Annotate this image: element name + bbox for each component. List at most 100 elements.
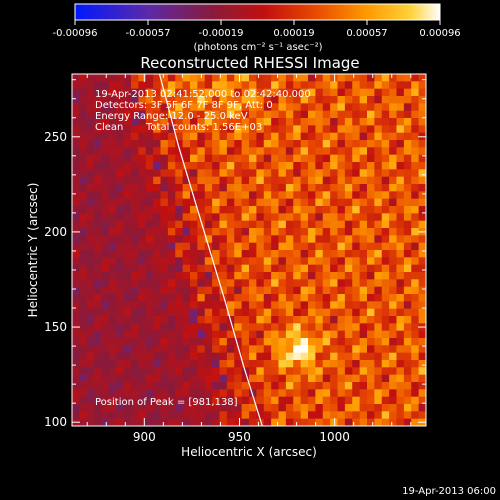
heatmap-cell [308, 411, 316, 420]
heatmap-cell [418, 235, 426, 244]
heatmap-cell [101, 264, 110, 273]
heatmap-cell [411, 330, 420, 339]
heatmap-cell [411, 213, 420, 222]
heatmap-cell [212, 279, 220, 288]
heatmap-cell [160, 352, 169, 361]
heatmap-cell [131, 154, 139, 163]
heatmap-cell [359, 279, 368, 288]
heatmap-cell [160, 367, 169, 376]
heatmap-cell [123, 389, 132, 398]
heatmap-cell [308, 250, 316, 258]
heatmap-cell [322, 257, 331, 266]
heatmap-cell [374, 382, 383, 390]
heatmap-cell [116, 294, 125, 302]
heatmap-cell [123, 323, 132, 332]
heatmap-cell [160, 132, 169, 141]
heatmap-cell [418, 88, 426, 97]
heatmap-cell [403, 74, 412, 82]
heatmap-cell [367, 220, 375, 229]
heatmap-cell [403, 367, 412, 376]
heatmap-cell [153, 323, 161, 332]
heatmap-cell [263, 81, 272, 90]
heatmap-cell [116, 169, 125, 178]
heatmap-cell [359, 147, 368, 156]
heatmap-cell [256, 338, 265, 346]
heatmap-cell [138, 242, 147, 251]
heatmap-cell [234, 206, 243, 214]
heatmap-cell [411, 352, 420, 361]
heatmap-cell [337, 154, 346, 163]
heatmap-cell [204, 301, 213, 310]
heatmap-cell [308, 169, 316, 178]
heatmap-cell [204, 228, 213, 236]
heatmap-cell [256, 154, 265, 163]
heatmap-cell [123, 213, 132, 222]
heatmap-cell [94, 154, 102, 163]
colorbar-units: (photons cm⁻² s⁻¹ asec⁻²) [193, 42, 322, 53]
heatmap-cell [241, 125, 250, 134]
heatmap-cell [138, 345, 147, 354]
heatmap-cell [256, 74, 265, 82]
heatmap-cell [145, 206, 154, 214]
heatmap-cell [72, 118, 80, 126]
heatmap-cell [271, 352, 279, 361]
heatmap-cell [182, 257, 191, 266]
heatmap-cell [197, 110, 206, 119]
heatmap-cell [344, 118, 353, 126]
heatmap-cell [285, 96, 294, 104]
heatmap-cell [403, 308, 412, 317]
heatmap-cell [308, 294, 316, 302]
heatmap-cell [308, 191, 316, 200]
heatmap-cell [153, 184, 161, 192]
heatmap-cell [411, 389, 420, 398]
heatmap-cell [175, 162, 184, 170]
heatmap-cell [249, 352, 257, 361]
heatmap-cell [123, 352, 132, 361]
heatmap-cell [278, 191, 287, 200]
heatmap-cell [278, 396, 287, 405]
heatmap-cell [396, 235, 405, 244]
heatmap-cell [86, 308, 95, 317]
heatmap-cell [352, 374, 361, 383]
heatmap-cell [94, 330, 102, 339]
heatmap-cell [359, 213, 368, 222]
heatmap-cell [79, 74, 88, 82]
heatmap-cell [367, 301, 375, 310]
heatmap-cell [293, 74, 302, 82]
heatmap-cell [396, 140, 405, 148]
heatmap-cell [160, 294, 169, 302]
colorbar [74, 3, 441, 21]
heatmap-cell [344, 74, 353, 82]
heatmap-cell [116, 88, 125, 97]
heatmap-cell [86, 316, 95, 324]
heatmap-cell [337, 184, 346, 192]
heatmap-cell [234, 382, 243, 390]
heatmap-cell [411, 411, 420, 420]
heatmap-cell [204, 279, 213, 288]
heatmap-cell [300, 184, 309, 192]
heatmap-cell [359, 74, 368, 82]
heatmap-cell [190, 132, 198, 141]
heatmap-cell [367, 242, 375, 251]
heatmap-cell [212, 264, 220, 273]
heatmap-cell [219, 169, 228, 178]
heatmap-cell [101, 316, 110, 324]
heatmap-cell [219, 418, 228, 426]
heatmap-cell [308, 279, 316, 288]
heatmap-cell [167, 198, 176, 207]
heatmap-cell [108, 220, 117, 229]
heatmap-cell [337, 118, 346, 126]
heatmap-cell [226, 294, 235, 302]
heatmap-cell [79, 140, 88, 148]
heatmap-cell [381, 235, 390, 244]
heatmap-cell [263, 279, 272, 288]
heatmap-cell [241, 345, 250, 354]
heatmap-cell [226, 88, 235, 97]
heatmap-cell [86, 257, 95, 266]
heatmap-cell [285, 74, 294, 82]
heatmap-cell [167, 125, 176, 134]
heatmap-cell [359, 264, 368, 273]
heatmap-cell [396, 257, 405, 266]
heatmap-cell [72, 382, 80, 390]
heatmap-cell [374, 162, 383, 170]
